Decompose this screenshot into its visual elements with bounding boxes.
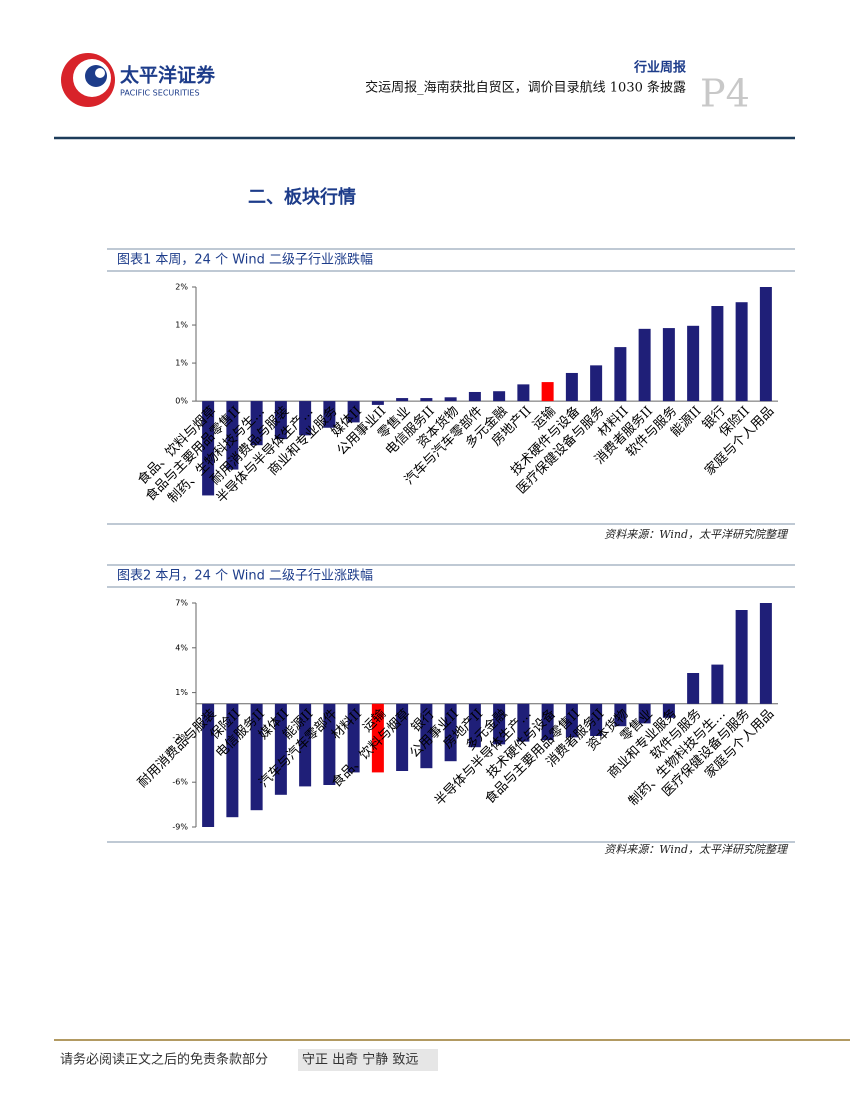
bar	[420, 703, 433, 769]
bar	[371, 401, 384, 405]
report-type: 行业周报	[633, 60, 687, 76]
bar	[444, 703, 457, 762]
bar	[274, 703, 287, 795]
bar	[759, 603, 772, 704]
bar	[396, 398, 409, 402]
y-tick-label: -9%	[172, 823, 188, 832]
y-tick-label: -6%	[172, 778, 188, 787]
logo	[61, 53, 115, 107]
bar	[226, 401, 239, 470]
company-en: PACIFIC SECURITIES	[120, 89, 200, 98]
bar	[638, 328, 651, 402]
chart-title: 图表1 本周，24 个 Wind 二级子行业涨跌幅	[117, 252, 373, 268]
bar	[299, 401, 312, 436]
bar	[614, 703, 627, 727]
bar	[687, 673, 700, 704]
bar	[323, 703, 336, 785]
report-title: 交运周报_海南获批自贸区，调价目录航线 1030 条披露	[365, 80, 686, 96]
bar	[226, 703, 239, 818]
y-tick-label: 0%	[175, 397, 188, 406]
bar	[202, 401, 215, 496]
bar	[759, 287, 772, 402]
bar	[347, 703, 360, 773]
disclaimer: 请务必阅读正文之后的免责条款部分	[60, 1052, 268, 1068]
bar	[250, 401, 263, 446]
y-tick-label: 1%	[175, 321, 188, 330]
bar	[662, 703, 675, 718]
bar	[371, 703, 384, 773]
motto: 守正 出奇 宁静 致远	[302, 1052, 418, 1068]
motto-bg	[298, 1049, 438, 1071]
bar	[565, 703, 578, 738]
bar	[323, 401, 336, 428]
chart-source: 资料来源：Wind，太平洋研究院整理	[604, 528, 789, 541]
bar	[590, 703, 603, 736]
bar	[541, 703, 554, 741]
bar	[565, 372, 578, 402]
bar	[396, 703, 409, 771]
y-tick-label: 1%	[175, 688, 188, 697]
bar	[444, 397, 457, 402]
bar	[493, 391, 506, 402]
bar	[202, 703, 215, 827]
chart-title: 图表2 本月，24 个 Wind 二级子行业涨跌幅	[117, 568, 373, 584]
section-title: 二、板块行情	[248, 186, 356, 208]
y-tick-label: 7%	[175, 599, 188, 608]
bar	[711, 664, 724, 704]
bar	[274, 401, 287, 440]
y-tick-label: 1%	[175, 359, 188, 368]
bar	[687, 325, 700, 402]
bar	[299, 703, 312, 787]
bar	[468, 391, 481, 402]
bar	[638, 703, 651, 724]
bar	[541, 382, 554, 402]
bar	[735, 302, 748, 402]
bar	[517, 384, 530, 402]
y-tick-label: 2%	[175, 283, 188, 292]
bar	[468, 703, 481, 748]
bar	[662, 328, 675, 402]
bar	[590, 365, 603, 402]
bar	[711, 306, 724, 402]
bar	[614, 347, 627, 402]
bar	[420, 398, 433, 402]
bar	[735, 610, 748, 704]
y-tick-label: -2%	[172, 733, 188, 742]
company-name: 太平洋证券	[120, 64, 216, 87]
bar	[250, 703, 263, 811]
y-tick-label: 4%	[175, 643, 188, 652]
page-number: P4	[700, 72, 750, 116]
chart-source: 资料来源：Wind，太平洋研究院整理	[604, 843, 789, 856]
bar	[347, 401, 360, 423]
bar	[517, 703, 530, 742]
bar	[493, 703, 506, 745]
